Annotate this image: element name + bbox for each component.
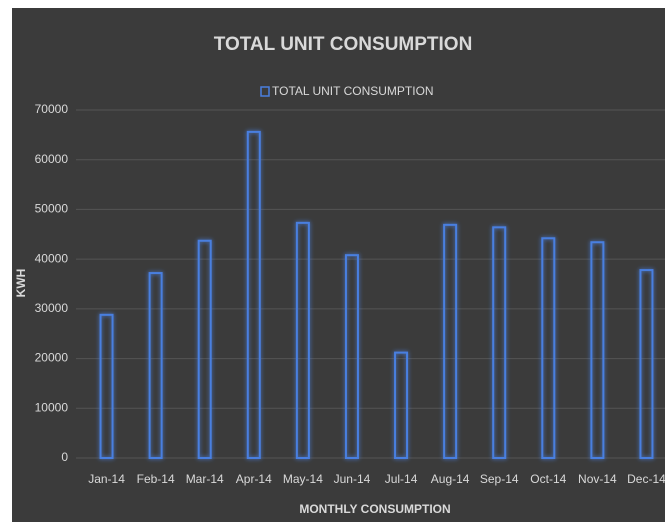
bar	[492, 226, 507, 459]
y-tick-label: 40000	[35, 251, 69, 265]
bar	[590, 241, 605, 459]
x-tick-label: Apr-14	[236, 472, 272, 486]
bar	[246, 130, 261, 459]
x-tick-label: Sep-14	[480, 472, 519, 486]
y-tick-label: 10000	[35, 400, 69, 414]
y-tick-label: 60000	[35, 152, 69, 166]
legend-swatch	[260, 86, 270, 97]
x-tick-label: Jan-14	[88, 472, 125, 486]
x-tick-label: Dec-14	[627, 472, 665, 486]
bar	[639, 269, 654, 459]
bar	[394, 351, 409, 459]
y-tick-label: 30000	[35, 301, 69, 315]
y-axis-label: KWH	[14, 269, 28, 298]
y-tick-label: 0	[61, 450, 68, 464]
bar	[197, 239, 212, 459]
x-tick-label: Jul-14	[385, 472, 418, 486]
y-tick-label: 70000	[35, 102, 69, 116]
bar	[99, 313, 114, 459]
x-tick-label: Jun-14	[334, 472, 371, 486]
x-axis-label: MONTHLY CONSUMPTION	[299, 502, 450, 516]
x-tick-label: Mar-14	[186, 472, 224, 486]
x-tick-label: Nov-14	[578, 472, 617, 486]
bar	[148, 272, 163, 460]
bar	[295, 221, 310, 459]
bar	[541, 237, 556, 459]
chart-title: TOTAL UNIT CONSUMPTION	[214, 34, 473, 55]
bar	[443, 223, 458, 459]
x-tick-label: Aug-14	[431, 472, 470, 486]
legend-label: TOTAL UNIT CONSUMPTION	[272, 84, 434, 98]
y-tick-label: 20000	[35, 351, 69, 365]
x-tick-label: Feb-14	[137, 472, 175, 486]
bar	[344, 254, 359, 459]
x-tick-label: May-14	[283, 472, 323, 486]
x-tick-label: Oct-14	[530, 472, 566, 486]
y-tick-label: 50000	[35, 202, 69, 216]
chart-background	[12, 8, 665, 522]
